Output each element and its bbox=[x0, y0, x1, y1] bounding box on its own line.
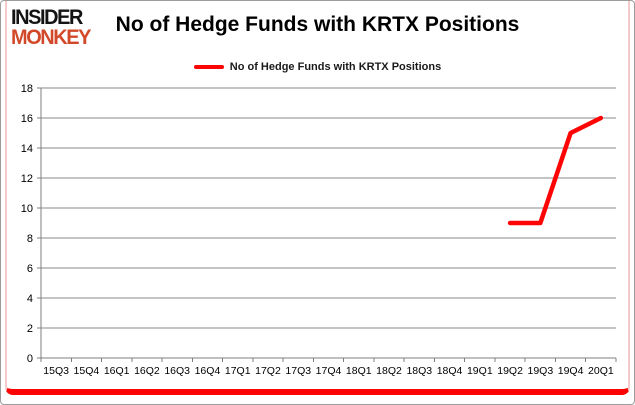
x-tick-label: 18Q4 bbox=[437, 365, 463, 377]
x-tick-label: 17Q1 bbox=[225, 365, 251, 377]
x-tick-label: 17Q4 bbox=[316, 365, 342, 377]
x-tick-label: 17Q2 bbox=[255, 365, 281, 377]
y-tick-label: 8 bbox=[27, 233, 33, 245]
y-tick-label: 10 bbox=[21, 203, 33, 215]
logo-line-monkey: MONKEY bbox=[11, 26, 91, 50]
y-tick-label: 18 bbox=[21, 83, 33, 95]
legend-label: No of Hedge Funds with KRTX Positions bbox=[229, 61, 442, 73]
legend: No of Hedge Funds with KRTX Positions bbox=[1, 61, 634, 73]
y-tick-label: 2 bbox=[27, 323, 33, 335]
x-tick-label: 15Q3 bbox=[43, 365, 69, 377]
series-line-0 bbox=[507, 115, 604, 226]
x-tick-label: 16Q1 bbox=[104, 365, 130, 377]
chart-title: No of Hedge Funds with KRTX Positions bbox=[115, 13, 520, 36]
y-tick-label: 0 bbox=[27, 353, 33, 365]
x-tick-label: 17Q3 bbox=[285, 365, 311, 377]
line-chart: 0 2 4 6 8 10 12 14 16 18 15Q3 15Q4 16Q1 16Q2 16Q3 16Q4 1… bbox=[21, 83, 617, 377]
x-tick-label: 16Q4 bbox=[195, 365, 221, 377]
x-tick-label: 16Q3 bbox=[164, 365, 190, 377]
y-tick-label: 16 bbox=[21, 113, 33, 125]
x-tick-label: 18Q3 bbox=[406, 365, 432, 377]
logo-line-insider: INSIDER bbox=[11, 6, 83, 29]
x-tick-label: 18Q2 bbox=[376, 365, 402, 377]
x-tick-label: 18Q1 bbox=[346, 365, 372, 377]
y-tick-label: 4 bbox=[27, 293, 33, 305]
x-tick-label: 16Q2 bbox=[134, 365, 160, 377]
y-tick-label: 6 bbox=[27, 263, 33, 275]
y-tick-label: 12 bbox=[21, 173, 33, 185]
x-tick-label: 19Q2 bbox=[497, 365, 523, 377]
x-tick-label: 19Q3 bbox=[527, 365, 553, 377]
x-tick-label: 15Q4 bbox=[74, 365, 100, 377]
legend-line-swatch bbox=[193, 65, 224, 69]
x-tick-label: 19Q4 bbox=[558, 365, 584, 377]
y-tick-label: 14 bbox=[21, 143, 33, 155]
x-tick-label: 20Q1 bbox=[588, 365, 614, 377]
insider-monkey-logo: INSIDER MONKEY bbox=[11, 6, 91, 50]
x-tick-label: 19Q1 bbox=[467, 365, 493, 377]
